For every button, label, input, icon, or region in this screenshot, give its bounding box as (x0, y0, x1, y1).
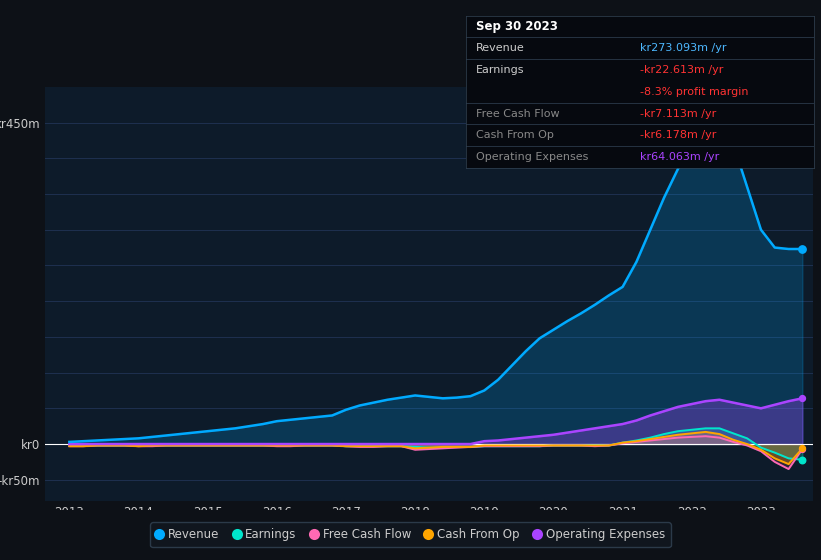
Text: -kr7.113m /yr: -kr7.113m /yr (640, 109, 716, 119)
Text: Revenue: Revenue (476, 43, 525, 53)
Text: Free Cash Flow: Free Cash Flow (476, 109, 560, 119)
Text: Sep 30 2023: Sep 30 2023 (476, 20, 557, 33)
Text: -kr6.178m /yr: -kr6.178m /yr (640, 130, 717, 141)
Point (796, 455, 809, 464)
Point (796, 394, 809, 403)
Text: -kr22.613m /yr: -kr22.613m /yr (640, 65, 723, 75)
Point (796, 245, 809, 254)
Text: -8.3% profit margin: -8.3% profit margin (640, 87, 749, 97)
Legend: Revenue, Earnings, Free Cash Flow, Cash From Op, Operating Expenses: Revenue, Earnings, Free Cash Flow, Cash … (150, 522, 671, 547)
Text: Operating Expenses: Operating Expenses (476, 152, 589, 162)
Point (796, 444, 809, 453)
Text: kr273.093m /yr: kr273.093m /yr (640, 43, 727, 53)
Text: Earnings: Earnings (476, 65, 525, 75)
Text: kr64.063m /yr: kr64.063m /yr (640, 152, 719, 162)
Point (796, 445, 809, 454)
Text: Cash From Op: Cash From Op (476, 130, 554, 141)
